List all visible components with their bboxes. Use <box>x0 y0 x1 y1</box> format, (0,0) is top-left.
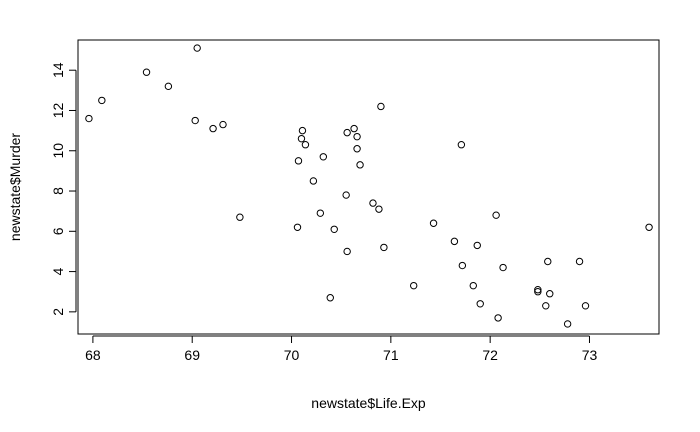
data-point <box>563 320 572 328</box>
data-point <box>534 285 542 294</box>
data-point <box>164 82 173 91</box>
y-axis-title: newstate$Murder <box>7 133 23 242</box>
y-tick-label: 8 <box>50 187 66 195</box>
data-point <box>219 120 227 129</box>
x-tick-label: 72 <box>482 347 498 363</box>
data-point <box>473 241 481 250</box>
data-point <box>316 209 325 217</box>
plot-frame <box>77 39 660 335</box>
data-point <box>85 114 93 123</box>
data-point <box>377 102 385 111</box>
y-tick-label: 12 <box>50 102 66 118</box>
y-tick-label: 2 <box>50 308 66 316</box>
data-point <box>343 247 351 256</box>
data-point <box>236 213 244 221</box>
data-point <box>326 294 334 302</box>
data-point <box>575 257 584 266</box>
data-point <box>293 223 302 231</box>
data-point <box>429 219 438 227</box>
data-point <box>499 263 507 272</box>
data-point <box>457 141 466 149</box>
data-point <box>209 124 217 133</box>
data-point <box>542 302 550 310</box>
data-point <box>343 128 351 137</box>
x-tick-label: 70 <box>284 347 300 363</box>
data-point <box>191 116 199 125</box>
data-point <box>193 44 201 52</box>
data-point <box>450 237 459 246</box>
x-axis: 68 69 70 71 72 73 <box>85 335 598 363</box>
x-tick-label: 73 <box>582 347 598 363</box>
data-point <box>494 314 502 322</box>
data-point <box>353 145 361 153</box>
data-point <box>142 68 151 76</box>
x-tick-label: 69 <box>184 347 200 363</box>
x-tick-label: 68 <box>85 347 101 363</box>
data-point <box>319 153 328 161</box>
data-point <box>645 223 653 231</box>
y-tick-label: 4 <box>50 267 66 275</box>
data-point <box>98 96 106 105</box>
y-axis: 2 4 6 8 10 12 14 <box>50 62 77 316</box>
data-point <box>492 211 500 219</box>
data-point <box>330 225 338 233</box>
data-point <box>581 302 590 310</box>
data-points <box>85 44 653 328</box>
data-point <box>298 126 307 135</box>
data-point <box>350 124 358 133</box>
data-point <box>469 281 477 290</box>
y-tick-label: 6 <box>50 227 66 235</box>
y-tick-label: 10 <box>50 143 66 159</box>
data-point <box>342 191 350 199</box>
data-point <box>458 261 467 270</box>
data-point <box>353 132 361 141</box>
data-point <box>309 177 318 185</box>
data-point <box>375 205 383 213</box>
y-tick-label: 14 <box>50 62 66 78</box>
data-point <box>546 290 554 298</box>
data-point <box>534 288 542 296</box>
data-point <box>301 141 310 149</box>
data-point <box>544 257 552 266</box>
data-point <box>294 157 303 165</box>
x-axis-title: newstate$Life.Exp <box>311 395 426 411</box>
data-point <box>409 281 418 290</box>
data-point <box>476 300 484 308</box>
data-point <box>297 134 306 143</box>
x-tick-label: 71 <box>383 347 399 363</box>
data-point <box>369 199 377 207</box>
data-point <box>356 161 364 169</box>
data-point <box>380 243 388 252</box>
